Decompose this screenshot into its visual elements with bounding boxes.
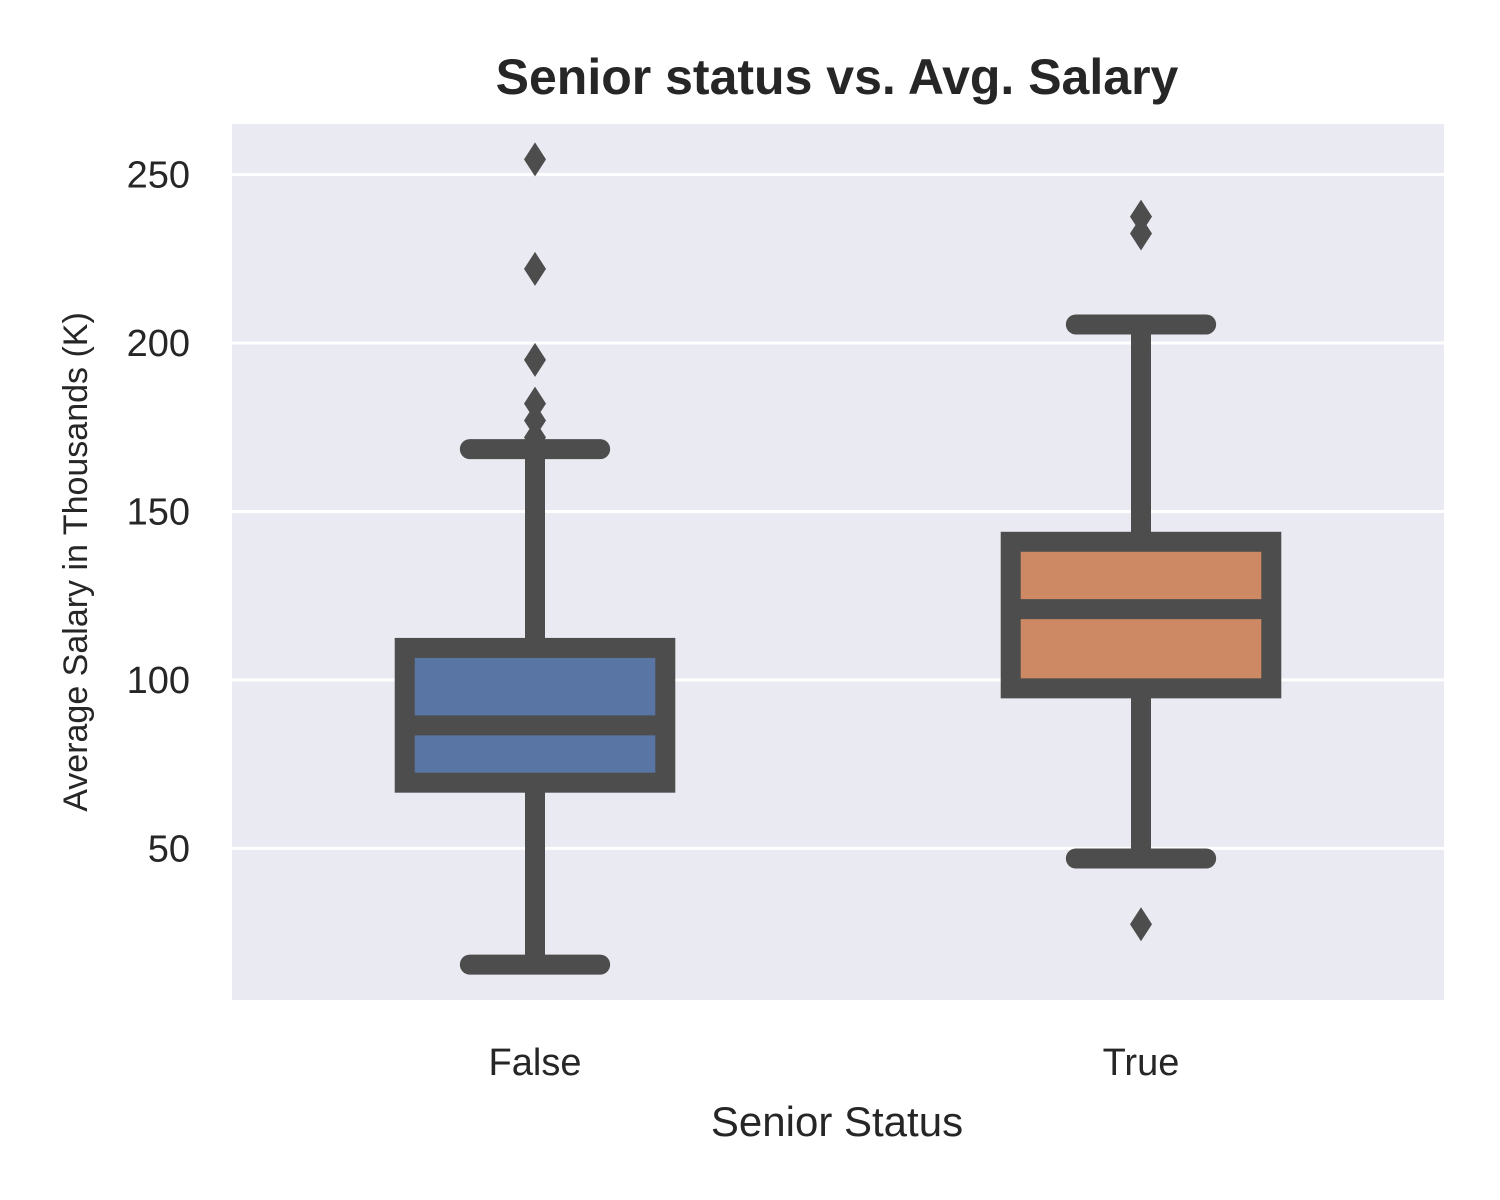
y-tick-100: 100 <box>127 660 190 702</box>
x-axis-label: Senior Status <box>711 1098 963 1145</box>
outlier-false-3 <box>524 342 546 377</box>
y-tick-150: 150 <box>127 491 190 533</box>
box-false <box>394 637 676 793</box>
outlier-false-4 <box>524 251 546 286</box>
y-tick-50: 50 <box>148 828 190 870</box>
outlier-false-2 <box>524 386 546 421</box>
x-tick-labels: False True <box>489 1042 1180 1084</box>
y-tick-200: 200 <box>127 323 190 365</box>
outlier-true-0 <box>1130 907 1152 942</box>
outlier-false-5 <box>524 142 546 177</box>
x-tick-true: True <box>1103 1042 1180 1084</box>
box-series <box>394 142 1282 975</box>
x-tick-false: False <box>489 1042 582 1084</box>
y-axis-label: Average Salary in Thousands (K) <box>57 312 95 812</box>
y-tick-250: 250 <box>127 155 190 197</box>
y-tick-labels: 50 100 150 200 250 <box>127 155 190 871</box>
outlier-true-2 <box>1130 199 1152 234</box>
chart-title: Senior status vs. Avg. Salary <box>496 49 1179 105</box>
box-group-true <box>1000 199 1282 942</box>
box-group-false <box>394 142 676 975</box>
